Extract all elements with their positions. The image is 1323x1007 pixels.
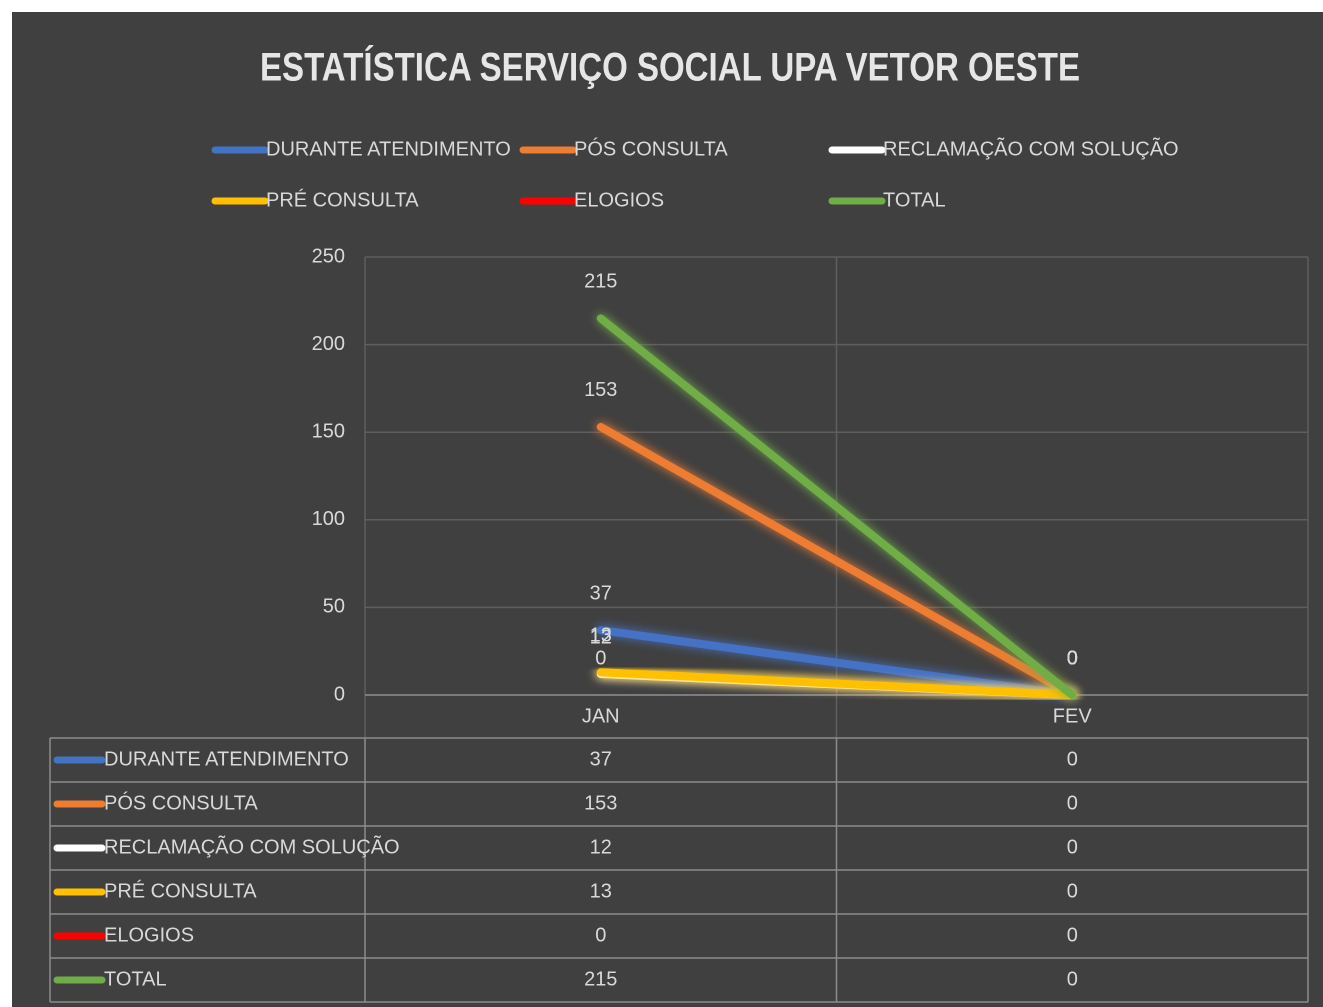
legend-label: PÓS CONSULTA (574, 137, 728, 160)
x-tick-label: FEV (1053, 705, 1093, 727)
table-cell: 0 (1067, 792, 1078, 814)
data-label: 0 (595, 647, 606, 669)
legend-label: ELOGIOS (574, 189, 664, 211)
series-line (596, 314, 1077, 699)
legend-label: TOTAL (883, 189, 946, 211)
y-tick-label: 150 (312, 420, 345, 442)
y-tick-label: 200 (312, 333, 345, 355)
table-row-label: ELOGIOS (104, 924, 194, 946)
table-row-label: DURANTE ATENDIMENTO (104, 748, 349, 770)
table-row-label: PRÉ CONSULTA (104, 879, 257, 902)
table-row-label: TOTAL (104, 968, 167, 990)
x-tick-label: JAN (582, 705, 620, 727)
data-label: 37 (590, 582, 612, 604)
data-label: 0 (1067, 647, 1078, 669)
data-label: 12 (590, 626, 612, 648)
table-cell: 0 (1067, 836, 1078, 858)
data-label: 0 (1067, 647, 1078, 669)
table-cell: 12 (590, 836, 612, 858)
table-row-label: RECLAMAÇÃO COM SOLUÇÃO (104, 834, 400, 858)
table-cell: 0 (1067, 924, 1078, 946)
table-cell: 153 (584, 792, 617, 814)
y-tick-label: 0 (334, 683, 345, 705)
table-cell: 37 (590, 748, 612, 770)
data-label: 0 (1067, 647, 1078, 669)
table-row-label: PÓS CONSULTA (104, 791, 258, 814)
table-cell: 13 (590, 880, 612, 902)
y-tick-label: 50 (323, 596, 345, 618)
data-label: 0 (1067, 647, 1078, 669)
data-label: 0 (1067, 647, 1078, 669)
legend-label: DURANTE ATENDIMENTO (266, 138, 511, 160)
y-tick-label: 100 (312, 508, 345, 530)
table-cell: 215 (584, 968, 617, 990)
chart-title: ESTATÍSTICA SERVIÇO SOCIAL UPA VETOR OES… (260, 45, 1080, 90)
table-cell: 0 (1067, 880, 1078, 902)
table-cell: 0 (1067, 968, 1078, 990)
table-cell: 0 (595, 924, 606, 946)
series-line (596, 422, 1077, 699)
chart-background (12, 12, 1323, 1007)
legend-label: PRÉ CONSULTA (266, 188, 419, 211)
series-line (596, 626, 1077, 699)
y-tick-label: 250 (312, 245, 345, 267)
data-label: 153 (584, 379, 617, 401)
legend-label: RECLAMAÇÃO COM SOLUÇÃO (883, 136, 1179, 160)
data-label: 13 (590, 625, 612, 647)
data-label: 215 (584, 271, 617, 293)
data-label: 0 (1067, 647, 1078, 669)
table-cell: 0 (1067, 748, 1078, 770)
